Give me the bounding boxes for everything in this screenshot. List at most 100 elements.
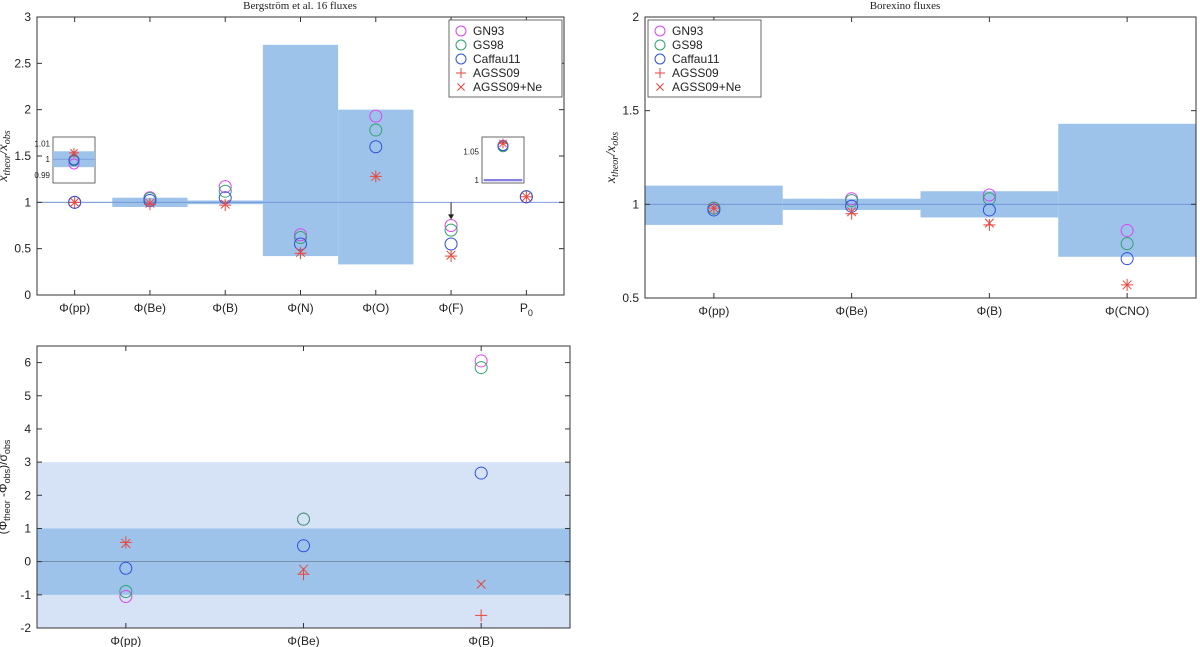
y-axis-label: xtheor/xobs [604, 132, 621, 184]
point-gn93-5 [369, 109, 383, 123]
point-agss09ne-6 [446, 250, 456, 260]
inset-point-agss09ne [70, 148, 78, 157]
legend-label: AGSS09+Ne [473, 80, 542, 94]
point-gs98-5 [369, 123, 383, 137]
chart-pull: -2 -1 0 1 2 3 4 5 6 Φ(pp) Φ(Be) Φ(B) (Φtheor -Φobs)/… [0, 345, 571, 647]
point-caffau11-3 [474, 466, 488, 480]
point-agss09-3 [475, 609, 488, 622]
x-tick-label: Φ(B) [977, 304, 1003, 318]
band-4 [262, 44, 339, 257]
legend-frame [647, 19, 762, 98]
point-agss09ne-4 [295, 247, 306, 258]
inset-tick-label: 0.99 [34, 171, 50, 180]
point-agss09ne-1 [69, 197, 80, 208]
point-agss09ne-3 [476, 579, 486, 589]
point-gn93-3 [982, 188, 996, 202]
inset-1: 0.99 1 1.01 [34, 136, 96, 184]
y-tick-label: 1.5 [14, 149, 31, 163]
y-tick-label: 6 [24, 356, 31, 370]
y-tick-label: 2.5 [14, 56, 31, 70]
x-tick-label: Φ(CNO) [1105, 304, 1149, 318]
x-tick-label: Φ(N) [287, 301, 313, 315]
legend-marker [654, 53, 666, 65]
point-agss09-2 [143, 198, 156, 211]
legend-label: GN93 [473, 24, 505, 38]
point-agss09ne-2 [145, 198, 155, 208]
point-agss09ne-3 [984, 218, 995, 228]
y-tick-label: 2 [24, 103, 31, 117]
point-agss09ne-3 [220, 199, 230, 209]
x-tick-label: Φ(Be) [287, 634, 319, 647]
point-gn93-4 [1120, 224, 1134, 238]
point-gs98-2 [845, 194, 859, 208]
y-tick-label: 1 [24, 521, 31, 535]
legend-marker [655, 68, 665, 78]
point-gn93-3 [218, 180, 232, 194]
point-gs98-3 [982, 192, 996, 206]
y-tick-label: 3 [24, 455, 31, 469]
x-tick-label: Φ(Be) [134, 301, 166, 315]
point-agss09-6 [445, 250, 458, 263]
point-agss09-3 [219, 199, 232, 212]
point-gs98-2 [297, 512, 310, 526]
point-gn93-3 [474, 354, 488, 368]
x-tick-label: Φ(pp) [698, 304, 729, 318]
point-agss09ne-1 [709, 203, 719, 213]
point-gn93-6 [444, 219, 458, 232]
y-tick-label: 4 [24, 422, 31, 436]
point-caffau11-1 [119, 561, 133, 575]
y-tick-label: 2 [24, 488, 31, 502]
inset-2: 11.05 [463, 136, 525, 185]
y-axis-label: (Φtheor -Φobs)/σobs [0, 439, 12, 534]
y-tick-label: -2 [20, 621, 31, 635]
y-tick-label: 0.5 [14, 242, 31, 256]
point-agss09-3 [983, 218, 996, 231]
x-tick-sub: 0 [528, 308, 533, 318]
point-gs98-3 [474, 361, 488, 375]
x-tick-label: Φ(pp) [110, 634, 141, 647]
point-agss09ne-4 [1122, 280, 1132, 290]
y-tick-label: 0 [24, 288, 31, 302]
legend-marker [456, 68, 466, 78]
point-caffau11-3 [982, 203, 996, 217]
legend-label: AGSS09 [672, 66, 719, 80]
legend-label: GS98 [473, 38, 504, 52]
axes-frame [644, 16, 1197, 299]
point-gn93-1 [119, 589, 133, 603]
point-agss09-4 [294, 247, 307, 260]
x-tick-label: Φ(pp) [59, 301, 90, 315]
legend-marker [654, 39, 666, 51]
legend-label: AGSS09+Ne [672, 80, 741, 94]
x-tick-label: Φ(O) [362, 301, 389, 315]
band-5 [338, 109, 414, 265]
legend-label: Caffau11 [473, 52, 521, 66]
chart-borexino: Borexino fluxes 0.5 1 1.5 2 Φ(pp) Φ(Be) Φ(B) Φ(… [604, 0, 1197, 318]
legend-marker [455, 39, 467, 51]
y-tick-label: 1 [24, 195, 31, 209]
x-tick-label: Φ(B) [212, 301, 238, 315]
point-agss09-2 [845, 207, 858, 220]
point-agss09ne-7 [521, 192, 532, 202]
point-gs98-6 [444, 223, 458, 237]
legend-marker [455, 53, 467, 65]
y-axis-label: xtheor/xobs [0, 130, 13, 182]
inset-tick-label: 1.01 [34, 139, 50, 148]
point-agss09ne-1 [121, 538, 131, 549]
point-agss09ne-2 [846, 207, 857, 217]
legend-marker [455, 25, 467, 37]
x-tick-label: P0 [520, 301, 533, 318]
legend-marker [654, 25, 666, 37]
inset-tick-label: 1 [475, 176, 480, 185]
point-agss09ne-5 [371, 171, 381, 182]
inset-point-gn93 [68, 158, 80, 170]
point-agss09-1 [119, 536, 132, 549]
y-tick-label: 2 [632, 10, 639, 24]
y-tick-label: 0 [24, 555, 31, 569]
y-tick-label: 1 [632, 197, 639, 211]
chart-title-borexino: Borexino fluxes [870, 0, 941, 12]
point-agss09ne-2 [298, 564, 309, 574]
point-gs98-3 [218, 184, 232, 198]
